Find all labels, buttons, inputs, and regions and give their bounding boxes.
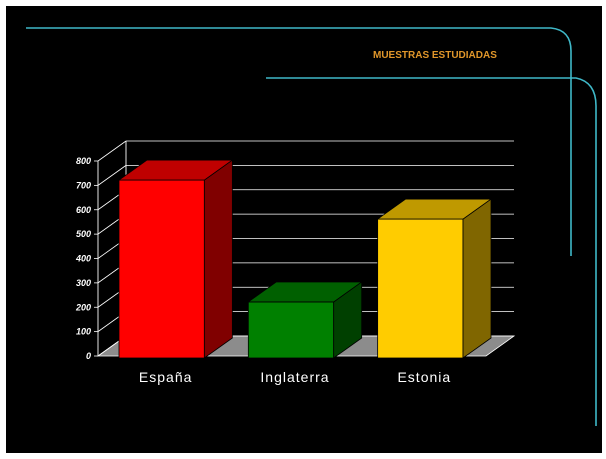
y-tick-label: 200: [75, 302, 91, 312]
slide: MUESTRAS ESTUDIADAS 0 100 200 300 400 500 600 7…: [6, 6, 602, 453]
gridline-side: [98, 141, 126, 161]
bar-3: [378, 199, 491, 358]
bar-side: [463, 199, 491, 358]
y-tick-label: 500: [76, 229, 91, 239]
y-tick-label: 400: [75, 254, 91, 264]
y-tick-label: 700: [76, 180, 91, 190]
bar-front: [119, 180, 204, 358]
category-label: Estonia: [397, 369, 451, 385]
x-axis-labels: España Inglaterra Estonia: [139, 369, 451, 385]
y-tick-label: 800: [76, 156, 91, 166]
y-axis: 0 100 200 300 400 500 600 700 800: [75, 141, 126, 361]
bar-front: [378, 219, 463, 358]
chart-title: MUESTRAS ESTUDIADAS: [373, 50, 497, 61]
y-tick-label: 0: [86, 351, 91, 361]
category-label: Inglaterra: [260, 369, 329, 385]
y-tick-label: 600: [76, 205, 91, 215]
category-label: España: [139, 369, 192, 385]
bar-2: [248, 282, 361, 358]
y-tick-label: 300: [76, 278, 91, 288]
y-tick-label: 100: [76, 327, 91, 337]
bar-1: [119, 160, 232, 358]
chart: MUESTRAS ESTUDIADAS 0 100 200 300 400 500 600 7…: [6, 6, 602, 453]
bar-front: [248, 302, 333, 358]
decorative-frame: [26, 28, 596, 426]
bar-side: [204, 160, 232, 358]
